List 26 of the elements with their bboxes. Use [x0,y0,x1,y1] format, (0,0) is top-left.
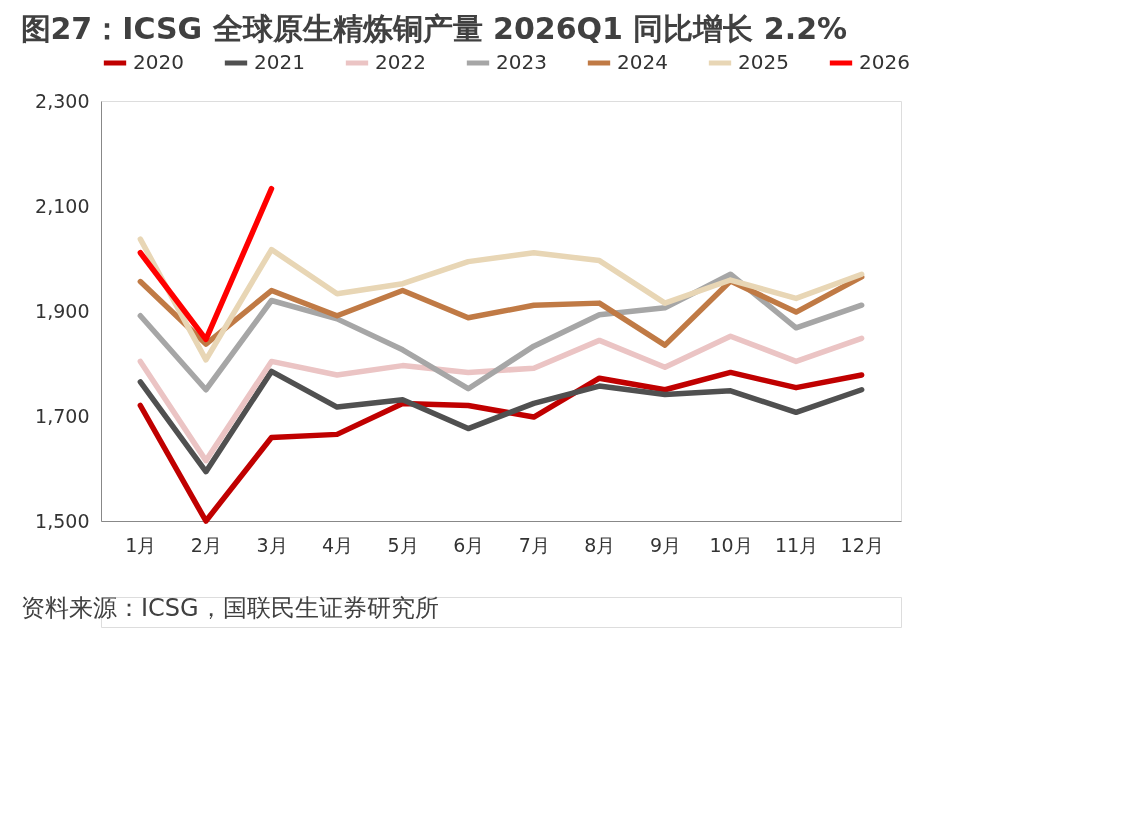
legend-label: 2025 [738,50,789,74]
legend-label: 2024 [617,50,668,74]
x-tick-label: 10月 [709,533,753,556]
x-tick-label: 12月 [840,533,884,556]
y-tick-label: 1,700 [35,404,90,427]
legend-label: 2022 [375,50,426,74]
y-tick-label: 1,900 [35,299,90,322]
x-tick-label: 4月 [322,533,354,556]
chart-title: 图27：ICSG 全球原生精炼铜产量 2026Q1 同比增长 2.2% [20,11,848,46]
x-tick-label: 7月 [518,533,550,556]
x-tick-label: 8月 [584,533,616,556]
x-tick-label: 6月 [453,533,485,556]
x-tick-label: 9月 [649,533,681,556]
x-tick-label: 1月 [125,533,157,556]
x-tick-label: 3月 [256,533,288,556]
legend-label: 2026 [859,50,910,74]
y-tick-label: 1,500 [35,509,90,532]
legend-label: 2021 [254,50,305,74]
legend-label: 2020 [133,50,184,74]
x-tick-label: 11月 [774,533,819,556]
legend-label: 2023 [496,50,547,74]
x-tick-label: 5月 [387,533,419,556]
text: 资料来源：ICSG，国联民生证券研究所 [21,594,439,622]
y-tick-label: 2,300 [35,89,90,112]
x-tick-label: 2月 [190,533,222,556]
y-tick-label: 2,100 [35,194,90,217]
